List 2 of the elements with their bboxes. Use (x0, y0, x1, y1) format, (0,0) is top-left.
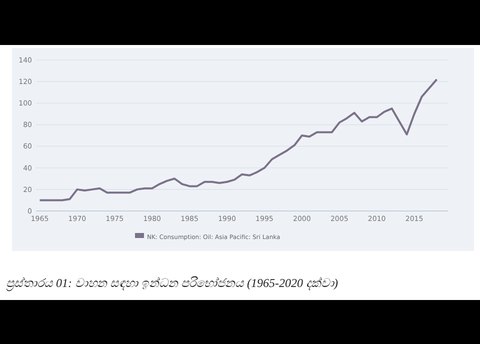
text: ප්‍රස්තාරය 01: වාහන සඳහා ඉන්ධන පරිභෝජනය (1965-2020 දක්වා) (6, 276, 338, 292)
line-series (38, 78, 438, 202)
